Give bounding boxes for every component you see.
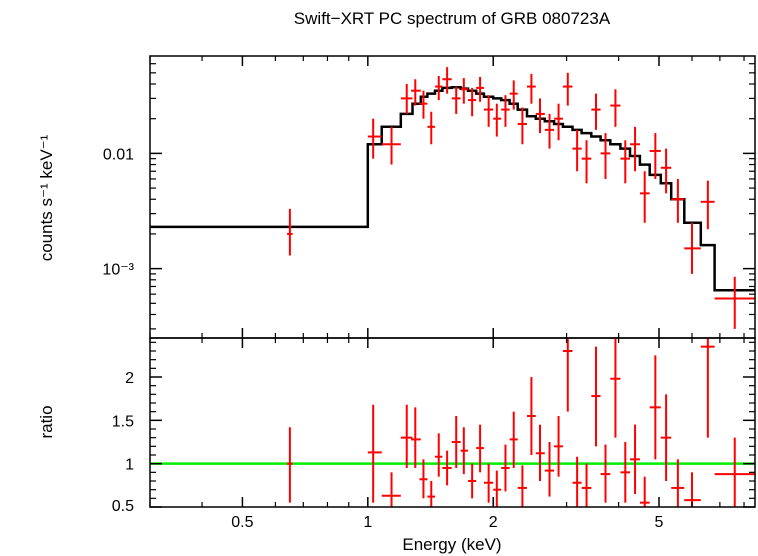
spectrum-point xyxy=(581,140,592,184)
spectrum-point xyxy=(501,95,510,127)
spectrum-point xyxy=(591,93,601,130)
ratio-point xyxy=(468,463,477,499)
spectrum-point xyxy=(630,126,640,172)
spectrum-point xyxy=(671,178,685,223)
top-panel: 0.01 10⁻³ counts s⁻¹ keV⁻¹ xyxy=(37,55,756,339)
spectrum-point xyxy=(483,95,494,127)
x-tick-label: 0.5 xyxy=(231,514,253,531)
ratio-point xyxy=(535,424,545,481)
spectrum-point xyxy=(381,126,401,165)
spectrum-point xyxy=(544,113,555,149)
ratio-point xyxy=(620,442,631,503)
spectrum-point xyxy=(460,78,469,104)
spectrum-point xyxy=(526,73,536,104)
spectrum-point xyxy=(600,133,611,179)
ratio-point xyxy=(700,338,715,438)
ratio-point xyxy=(639,476,650,507)
spectrum-point xyxy=(562,72,573,106)
ratio-point xyxy=(572,456,582,507)
spectrum-point xyxy=(419,90,428,119)
spectrum-point xyxy=(700,180,715,230)
ratio-point xyxy=(435,433,443,477)
top-y-tick-label: 0.01 xyxy=(103,146,134,163)
ratio-point xyxy=(509,411,518,468)
ratio-point xyxy=(411,407,421,468)
ratio-point xyxy=(381,472,401,507)
ratio-point xyxy=(630,424,640,494)
ratio-point xyxy=(400,404,413,468)
bottom-y-tick-label: 0.5 xyxy=(112,498,134,515)
spectrum-point xyxy=(427,111,436,145)
ratio-point xyxy=(427,481,436,507)
spectrum-point xyxy=(572,129,582,172)
ratio-point xyxy=(287,427,293,503)
ratio-point xyxy=(554,416,563,477)
ratio-point xyxy=(501,444,510,492)
ratio-point xyxy=(367,404,382,503)
ratio-point xyxy=(591,346,601,447)
x-tick-label: 2 xyxy=(489,514,498,531)
ratio-point xyxy=(460,427,469,475)
bottom-y-tick-label: 1.5 xyxy=(112,413,134,430)
ratio-point xyxy=(493,470,502,507)
ratio-point xyxy=(451,416,461,468)
spectrum-point xyxy=(468,87,477,117)
ratio-point xyxy=(442,450,452,486)
bottom-panel: 0.5 1 2 5 0.5 1 1.5 2 ratio xyxy=(37,337,756,531)
spectrum-point xyxy=(517,107,527,145)
spectrum-point xyxy=(476,77,484,102)
bottom-panel-frame xyxy=(149,337,756,508)
ratio-point xyxy=(649,355,661,460)
spectrum-point xyxy=(714,276,755,329)
spectrum-point xyxy=(435,75,443,101)
x-tick-label: 5 xyxy=(655,514,664,531)
spectrum-point xyxy=(287,208,293,256)
ratio-point xyxy=(660,394,672,481)
ratio-point xyxy=(517,465,527,507)
spectrum-point xyxy=(451,86,461,114)
model-step-line xyxy=(150,85,755,292)
spectrum-point xyxy=(367,118,382,159)
spectrum-point xyxy=(400,84,413,114)
ratio-point xyxy=(544,442,555,497)
x-tick-label: 1 xyxy=(363,514,372,531)
ratio-point xyxy=(419,459,428,499)
ratio-point xyxy=(476,424,484,473)
top-y-tick-label: 10⁻³ xyxy=(102,262,134,279)
ratio-point xyxy=(483,463,494,503)
bottom-y-axis-label: ratio xyxy=(37,405,56,438)
chart-title: Swift−XRT PC spectrum of GRB 080723A xyxy=(294,9,611,28)
top-y-axis-label: counts s⁻¹ keV⁻¹ xyxy=(37,134,56,261)
ratio-point xyxy=(581,463,592,507)
spectrum-point xyxy=(442,67,452,94)
ratio-point xyxy=(684,472,701,507)
ratio-point xyxy=(610,338,621,438)
spectrum-point xyxy=(639,171,650,223)
spectrum-point xyxy=(411,79,421,106)
bottom-y-tick-label: 2 xyxy=(125,370,134,387)
bottom-y-tick-label: 1 xyxy=(125,457,134,474)
spectrum-point xyxy=(493,103,502,137)
spectrum-point xyxy=(509,80,518,110)
ratio-point xyxy=(714,437,755,507)
spectrum-point xyxy=(610,89,621,127)
spectrum-point xyxy=(620,140,631,184)
spectrum-point xyxy=(535,98,545,134)
ratio-point xyxy=(671,459,685,507)
x-axis-label: Energy (keV) xyxy=(402,535,501,554)
spectrum-point xyxy=(660,148,672,194)
spectrum-point xyxy=(649,133,661,179)
ratio-point xyxy=(562,338,573,412)
ratio-point xyxy=(600,444,611,503)
spectrum-point xyxy=(684,222,701,274)
ratio-point xyxy=(526,377,536,455)
spectrum-point xyxy=(554,103,563,141)
